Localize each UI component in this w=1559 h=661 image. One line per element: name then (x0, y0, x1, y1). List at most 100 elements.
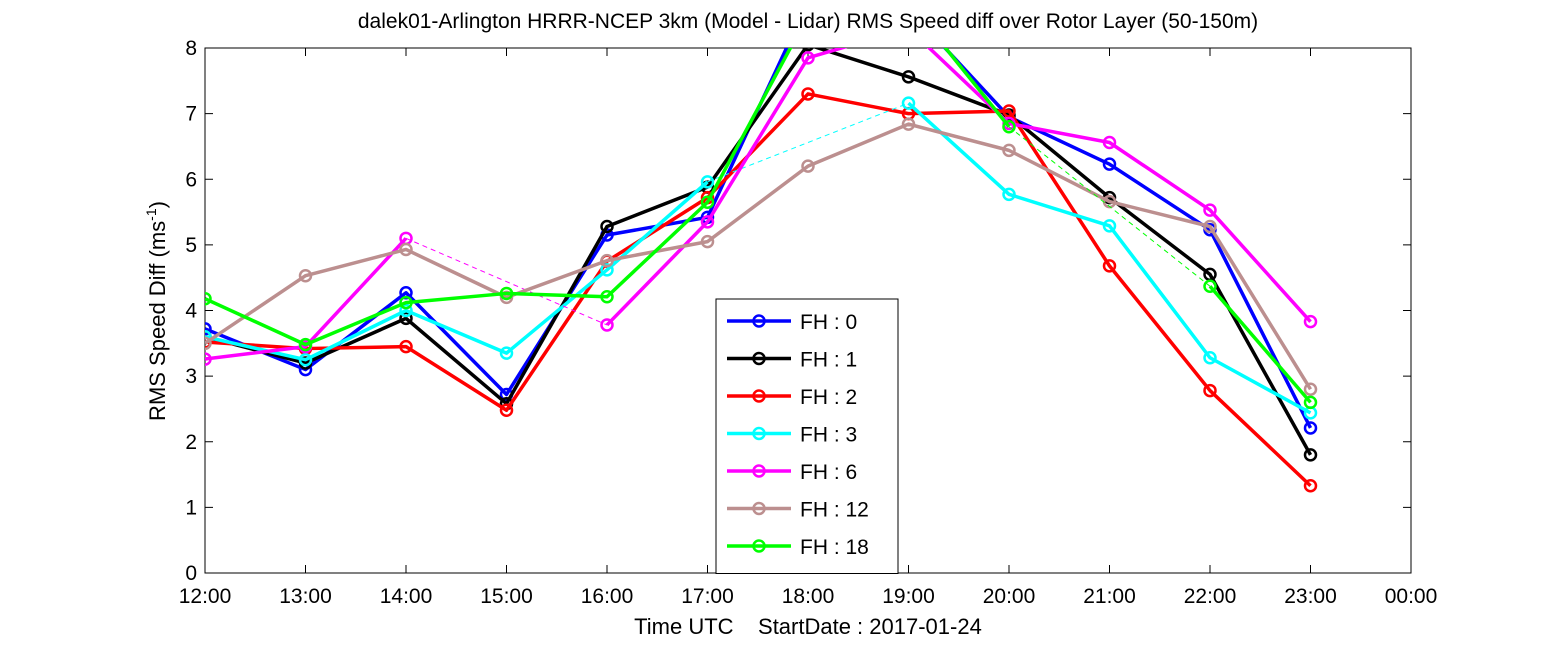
data-point (298, 337, 313, 352)
x-tick-label: 18:00 (782, 585, 835, 608)
series-line (205, 237, 408, 361)
x-tick-label: 14:00 (380, 585, 433, 608)
y-axis-label-superscript: -1 (143, 208, 159, 221)
y-axis-label-close: ) (145, 201, 170, 208)
data-point (499, 286, 514, 301)
data-point (1002, 120, 1016, 134)
y-tick-label: 6 (185, 168, 197, 191)
x-tick-label: 22:00 (1184, 585, 1237, 608)
x-tick-label: 15:00 (480, 585, 533, 608)
y-tick-label: 2 (185, 431, 197, 454)
legend-box (715, 298, 899, 574)
data-point (903, 0, 914, 8)
y-tick-label: 8 (185, 37, 197, 60)
data-point (399, 242, 413, 257)
data-point (399, 339, 413, 354)
data-point (1102, 135, 1117, 150)
series-line (205, 48, 1313, 456)
series-line (205, 180, 709, 362)
y-tick-label: 4 (185, 300, 197, 323)
data-point (801, 159, 815, 173)
data-point (499, 346, 514, 360)
x-tick-label: 21:00 (1083, 585, 1136, 608)
data-point (1102, 157, 1117, 171)
x-tick-label: 12:00 (179, 585, 232, 608)
data-point (1203, 219, 1217, 234)
data-point (399, 303, 413, 318)
data-point (205, 352, 212, 366)
legend-item: FH : 6 (727, 461, 857, 484)
legend-swatch-marker (752, 539, 766, 553)
x-tick-label: 20:00 (983, 585, 1036, 608)
data-point (1102, 219, 1117, 233)
series-6 (205, 0, 1318, 410)
data-point (700, 175, 715, 189)
data-point (1002, 143, 1016, 158)
data-point (700, 234, 715, 249)
x-axis-ticks: 12:00 13:00 14:00 15:00 16:00 17:00 18:00 19:00… (179, 48, 1437, 608)
series-line (1208, 285, 1312, 404)
series-line (205, 92, 1312, 487)
y-tick-label: 0 (185, 562, 197, 585)
data-point (901, 117, 916, 131)
legend-swatch-marker (752, 389, 766, 403)
chart-title: dalek01-Arlington HRRR-NCEP 3km (Model -… (358, 10, 1258, 33)
data-point (1303, 314, 1318, 329)
legend-label: FH : 18 (800, 536, 869, 559)
legend-swatch-marker (752, 501, 766, 516)
data-point (1303, 395, 1318, 410)
data-point (1303, 382, 1318, 396)
data-point (700, 195, 715, 209)
x-tick-label: 16:00 (581, 585, 634, 608)
legend-item: FH : 18 (727, 536, 869, 559)
series-3 (205, 96, 1318, 420)
series-line (205, 48, 1011, 347)
legend-item: FH : 3 (727, 424, 857, 447)
legend: FH : 0 FH : 1 FH : 2 FH : 3 FH : 6 FH : 12 FH … (715, 298, 899, 574)
legend-item: FH : 2 (727, 386, 857, 409)
data-point (600, 219, 614, 234)
legend-label: FH : 1 (800, 349, 857, 372)
data-point (1102, 259, 1117, 273)
legend-swatch-marker (752, 351, 766, 366)
data-point (1203, 203, 1217, 217)
x-tick-label: 13:00 (279, 585, 332, 608)
y-tick-label: 3 (185, 365, 197, 388)
legend-label: FH : 6 (800, 461, 857, 484)
series-gap-line (405, 237, 608, 326)
y-tick-label: 5 (185, 234, 197, 257)
data-point (803, 0, 814, 8)
y-axis-label: RMS Speed Diff (ms-1) (143, 201, 170, 421)
data-point (901, 70, 916, 84)
y-tick-label: 1 (185, 496, 197, 519)
data-point (205, 336, 212, 351)
data-point (1002, 104, 1016, 118)
legend-item: FH : 0 (727, 311, 857, 334)
data-point (600, 318, 614, 332)
data-point (1303, 448, 1318, 462)
legend-swatch-marker (752, 426, 766, 441)
data-point (802, 48, 814, 52)
data-point (801, 87, 815, 101)
data-point (205, 291, 212, 306)
x-axis-label: Time UTC StartDate : 2017-01-24 (634, 614, 982, 639)
data-point (499, 403, 514, 417)
data-point (399, 295, 413, 310)
data-point (600, 263, 614, 277)
data-point (600, 289, 614, 304)
data-point (205, 322, 212, 336)
series-gap-line (1008, 126, 1211, 287)
data-point (1203, 351, 1217, 365)
y-axis-ticks: 0 1 2 3 4 5 6 7 8 (185, 37, 1411, 585)
data-point (399, 311, 413, 326)
data-point (1002, 187, 1016, 202)
legend-item: FH : 1 (727, 349, 857, 372)
legend-item: FH : 12 (727, 499, 869, 522)
data-point (298, 352, 313, 367)
y-axis-label-main: RMS Speed Diff (ms (145, 221, 170, 421)
legend-label: FH : 3 (800, 424, 857, 447)
data-point (901, 96, 916, 110)
data-point (298, 268, 313, 283)
